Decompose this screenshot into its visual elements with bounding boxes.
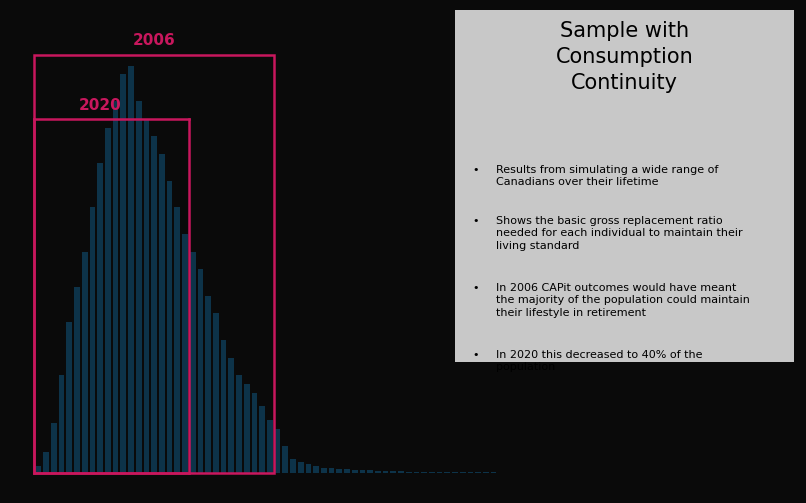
- Bar: [59, 375, 64, 473]
- Bar: [390, 471, 397, 473]
- Bar: [174, 207, 181, 473]
- Bar: [213, 313, 218, 473]
- Bar: [344, 469, 350, 473]
- Bar: [113, 101, 118, 473]
- Text: •: •: [472, 283, 479, 293]
- Text: Shows the basic gross replacement ratio
needed for each individual to maintain t: Shows the basic gross replacement ratio …: [496, 216, 742, 251]
- Bar: [66, 322, 73, 473]
- Bar: [120, 74, 127, 473]
- Bar: [243, 384, 250, 473]
- Bar: [290, 459, 296, 473]
- Bar: [152, 136, 157, 473]
- Bar: [236, 375, 242, 473]
- Bar: [297, 462, 304, 473]
- Bar: [34, 54, 274, 473]
- Bar: [135, 101, 142, 473]
- Bar: [182, 234, 188, 473]
- Bar: [44, 452, 49, 473]
- Bar: [275, 429, 280, 473]
- Bar: [422, 472, 427, 473]
- Bar: [128, 65, 134, 473]
- Bar: [398, 471, 404, 473]
- Bar: [74, 287, 80, 473]
- Bar: [98, 163, 103, 473]
- Text: •: •: [472, 216, 479, 226]
- Bar: [197, 269, 203, 473]
- Bar: [81, 252, 88, 473]
- Bar: [351, 470, 358, 473]
- Bar: [359, 470, 365, 473]
- Bar: [51, 423, 56, 473]
- Bar: [305, 464, 311, 473]
- Bar: [159, 154, 164, 473]
- Bar: [437, 472, 442, 473]
- Bar: [429, 472, 434, 473]
- Text: Results from simulating a wide range of
Canadians over their lifetime: Results from simulating a wide range of …: [496, 165, 718, 188]
- Bar: [221, 340, 226, 473]
- Bar: [206, 296, 211, 473]
- Text: 2020: 2020: [79, 98, 122, 113]
- Text: In 2006 CAPit outcomes would have meant
the majority of the population could mai: In 2006 CAPit outcomes would have meant …: [496, 283, 750, 318]
- Text: Sample with
Consumption
Continuity: Sample with Consumption Continuity: [556, 21, 693, 94]
- Bar: [143, 119, 149, 473]
- Bar: [383, 471, 388, 473]
- Bar: [267, 420, 272, 473]
- Text: •: •: [472, 350, 479, 360]
- Bar: [189, 252, 196, 473]
- Bar: [282, 446, 289, 473]
- Text: •: •: [472, 165, 479, 175]
- Bar: [336, 469, 343, 473]
- Bar: [368, 470, 373, 473]
- Bar: [413, 472, 419, 473]
- Bar: [321, 467, 326, 473]
- Bar: [228, 358, 235, 473]
- Text: 2006: 2006: [133, 33, 176, 48]
- Bar: [167, 181, 172, 473]
- Bar: [89, 207, 95, 473]
- Bar: [375, 471, 380, 473]
- Bar: [251, 393, 257, 473]
- Bar: [452, 472, 458, 473]
- Text: In 2020 this decreased to 40% of the
population: In 2020 this decreased to 40% of the pop…: [496, 350, 703, 372]
- Bar: [329, 467, 334, 473]
- Bar: [260, 405, 265, 473]
- Bar: [314, 466, 319, 473]
- Bar: [444, 472, 451, 473]
- Bar: [467, 472, 473, 473]
- Bar: [405, 472, 412, 473]
- Bar: [459, 472, 466, 473]
- Bar: [35, 466, 41, 473]
- Bar: [105, 128, 110, 473]
